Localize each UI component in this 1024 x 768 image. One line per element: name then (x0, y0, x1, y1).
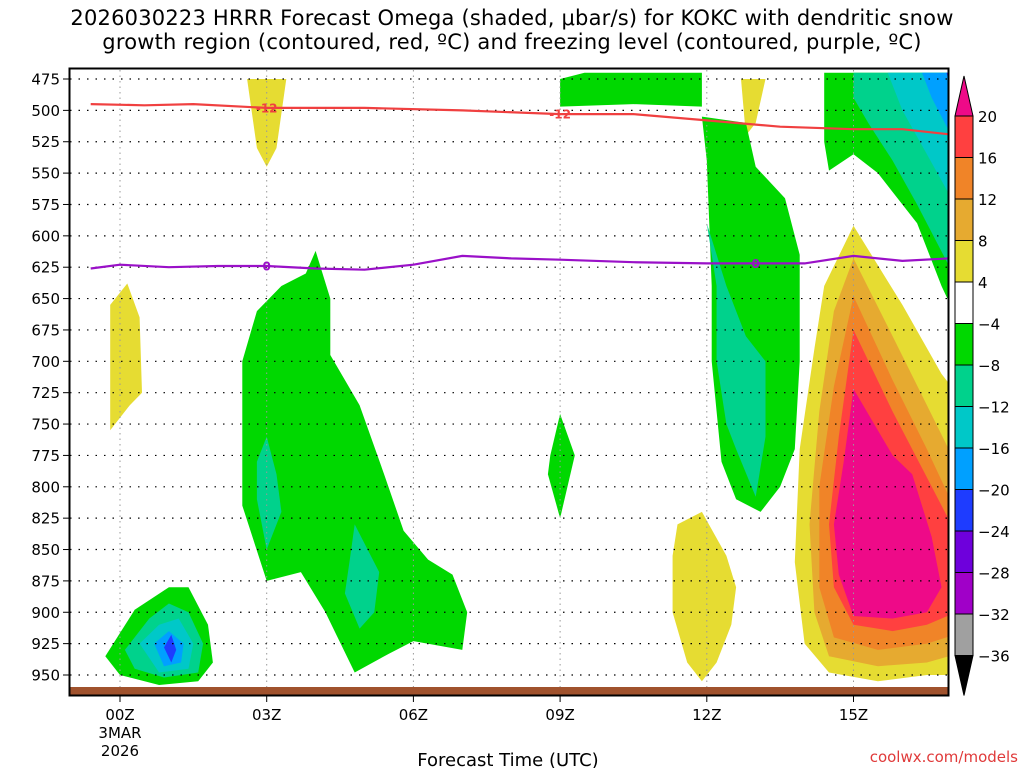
x-tick-label: 12Z (692, 706, 721, 724)
omega-region-4 (256, 436, 282, 550)
y-tick-label: 850 (31, 541, 60, 559)
freezing-level-contour (90, 254, 948, 271)
colorbar-level-label: 8 (978, 233, 988, 251)
credit-link[interactable]: coolwx.com/models (870, 748, 1018, 766)
omega-region-2 (741, 79, 766, 136)
y-tick-label: 950 (31, 667, 60, 685)
colorbar-bin (954, 115, 974, 158)
omega-region-0 (247, 79, 287, 167)
colorbar-bin (954, 281, 974, 324)
colorbar-bin (954, 364, 974, 407)
colorbar-level-label: −20 (978, 482, 1010, 500)
omega-region-1 (110, 283, 142, 431)
dendritic-snow-growth-label: -12 (549, 108, 571, 122)
colorbar-bin (954, 157, 974, 200)
omega-region-25 (833, 388, 942, 619)
omega-region-9 (706, 223, 766, 497)
grid-lines (70, 70, 948, 694)
y-axis: 475 500 525 550 575 600 625 650 675 700 725 750 775 8… (31, 71, 70, 685)
y-tick-label: 800 (31, 478, 60, 496)
colorbar-bin (954, 198, 974, 241)
omega-region-19 (922, 72, 948, 130)
y-tick-label: 900 (31, 604, 60, 622)
colorbar-level-label: −28 (978, 565, 1010, 583)
y-tick-label: 600 (31, 227, 60, 245)
omega-region-3 (242, 250, 468, 673)
freezing-level-label: 0 (263, 259, 271, 273)
colorbar-level-label: −24 (978, 523, 1010, 541)
dendritic-snow-growth-contour (90, 102, 948, 136)
colorbar-level-label: −16 (978, 440, 1010, 458)
colorbar-level-label: 4 (978, 274, 988, 292)
colorbar-level-label: −36 (978, 648, 1010, 666)
x-tick-label: 15Z (839, 706, 868, 724)
colorbar-bin (954, 613, 974, 656)
x-date-label: 2026 (101, 742, 139, 760)
omega-region-10 (672, 511, 737, 682)
x-date-label: 3MAR (98, 724, 141, 742)
omega-region-6 (547, 414, 575, 519)
chart-title-line-2: growth region (contoured, red, ºC) and f… (102, 30, 922, 54)
colorbar-level-label: −8 (978, 357, 1000, 375)
omega-shaded-regions (105, 72, 948, 685)
dendritic-snow-growth-label: -12 (256, 101, 278, 115)
colorbar-level-label: −4 (978, 316, 1000, 334)
chart-title-line-1: 2026030223 HRRR Forecast Omega (shaded, … (70, 6, 954, 30)
colorbar-level-label: 20 (978, 108, 997, 126)
x-axis-title: Forecast Time (UTC) (417, 750, 598, 768)
y-tick-label: 875 (31, 572, 60, 590)
omega-region-7 (560, 72, 702, 107)
x-tick-label: 03Z (252, 706, 281, 724)
colorbar-bin (954, 572, 974, 615)
y-tick-label: 550 (31, 165, 60, 183)
colorbar-arrow-bottom (954, 655, 974, 696)
x-tick-label: 06Z (399, 706, 428, 724)
chart-title: 2026030223 HRRR Forecast Omega (shaded, … (0, 6, 1024, 54)
x-tick-label: 00Z (105, 706, 134, 724)
plot-frame (68, 67, 950, 697)
colorbar-bin (954, 530, 974, 573)
colorbar-bin (954, 406, 974, 449)
colorbar-level-label: 12 (978, 191, 997, 209)
y-tick-label: 825 (31, 510, 60, 528)
omega-region-5 (344, 524, 380, 629)
colorbar-bin (954, 489, 974, 532)
colorbar-bin (954, 447, 974, 490)
y-tick-label: 925 (31, 635, 60, 653)
omega-region-18 (887, 72, 948, 193)
y-tick-label: 650 (31, 290, 60, 308)
colorbar-arrow-top (954, 75, 974, 117)
y-tick-label: 700 (31, 353, 60, 371)
y-tick-label: 775 (31, 447, 60, 465)
colorbar-level-label: −32 (978, 606, 1010, 624)
colorbar: 20 16 12 8 4 −4 −8 −12 −16 −20 −24 −28 −32 −36 (954, 75, 1010, 696)
y-tick-label: 500 (31, 102, 60, 120)
x-tick-label: 09Z (545, 706, 574, 724)
y-tick-label: 575 (31, 196, 60, 214)
y-tick-label: 525 (31, 133, 60, 151)
y-tick-label: 475 (31, 71, 60, 89)
y-tick-label: 625 (31, 259, 60, 277)
y-tick-label: 750 (31, 416, 60, 434)
terrain-strip (70, 687, 948, 695)
y-tick-label: 725 (31, 384, 60, 402)
colorbar-level-label: 16 (978, 150, 997, 168)
freezing-level-label: 0 (752, 257, 760, 271)
colorbar-level-label: −12 (978, 399, 1010, 417)
y-tick-label: 675 (31, 321, 60, 339)
contour-lines: -12 -12 0 0 (90, 101, 948, 273)
colorbar-bin (954, 323, 974, 366)
colorbar-bin (954, 240, 974, 283)
omega-region-15 (164, 634, 177, 663)
